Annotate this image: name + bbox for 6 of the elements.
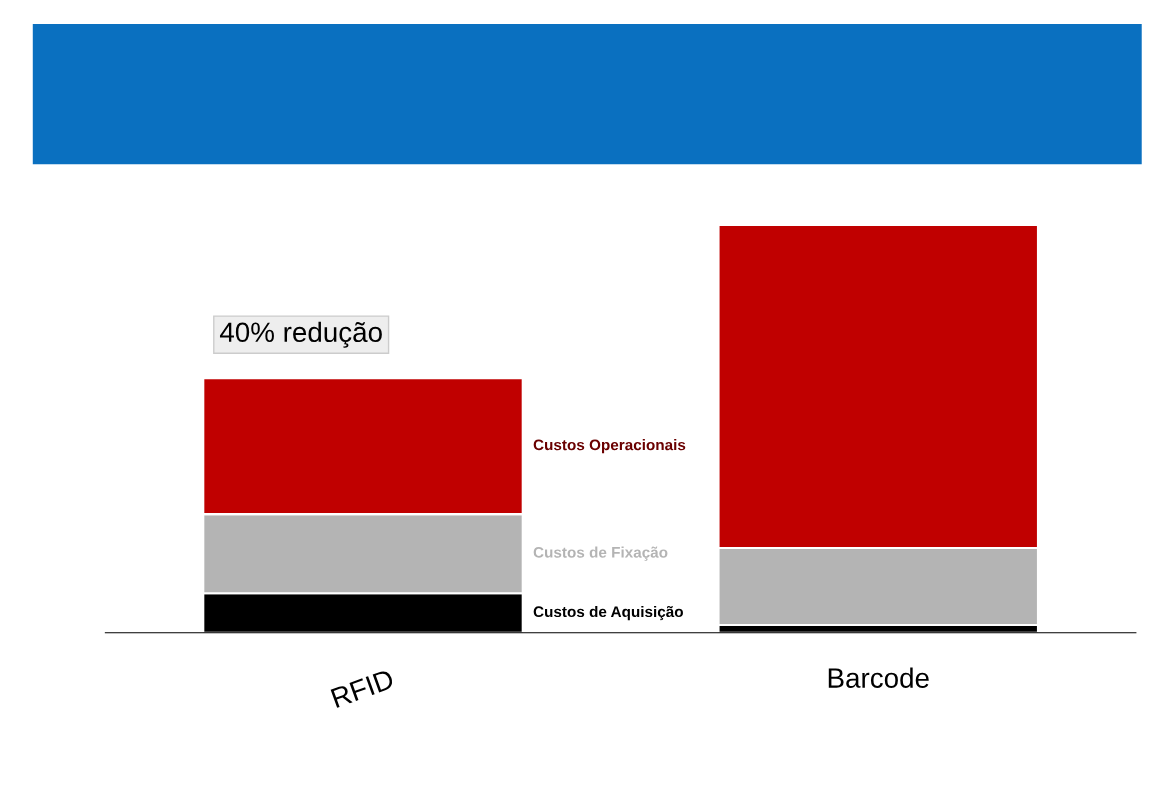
series-label: Custos de Fixação <box>533 546 668 561</box>
x-tick-label: RFID <box>330 668 395 708</box>
x-tick-label: Barcode <box>828 667 929 688</box>
series-label: Custos de Aquisição <box>533 605 683 621</box>
annotation: 40% redução <box>219 321 382 348</box>
series-label: Custos Operacionais <box>533 439 686 454</box>
